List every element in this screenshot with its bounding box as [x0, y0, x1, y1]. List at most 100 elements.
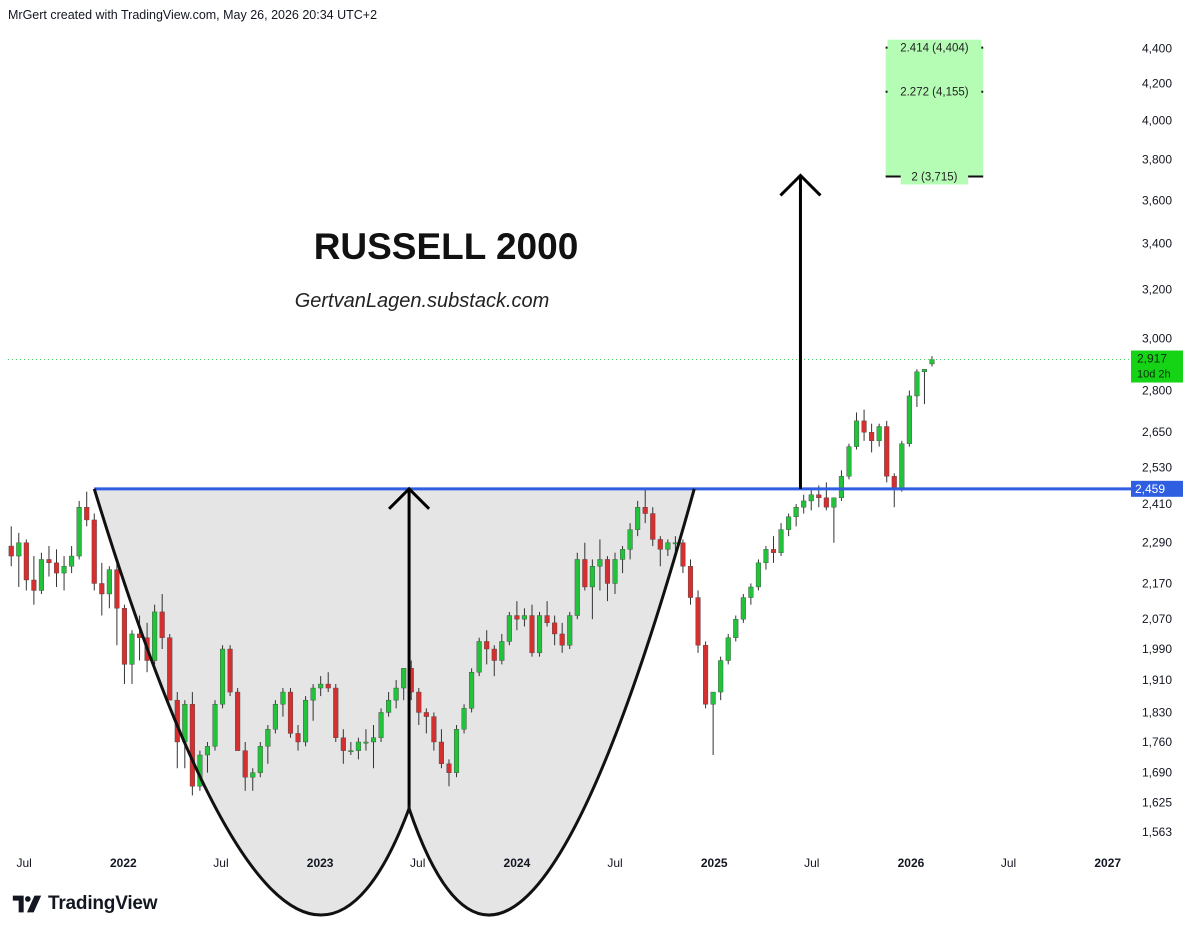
candle-body-up — [76, 507, 82, 557]
candle — [740, 594, 746, 623]
candle-body-down — [91, 519, 97, 584]
candle — [733, 615, 739, 642]
candle — [370, 724, 377, 769]
candle — [423, 708, 429, 734]
fib-level-label-bg — [900, 168, 969, 185]
x-tick-label: 2022 — [110, 856, 137, 870]
candle-body-down — [650, 513, 656, 540]
candle-body-down — [680, 542, 686, 567]
candle-body-up — [665, 542, 671, 550]
y-tick-label: 1,690 — [1142, 766, 1172, 780]
candle-body-up — [401, 668, 407, 689]
candle-body-down — [582, 559, 588, 588]
candle-body-down — [514, 615, 520, 620]
candle-body-up — [272, 704, 278, 730]
x-tick-label: 2027 — [1094, 856, 1121, 870]
y-tick-label: 3,000 — [1142, 331, 1172, 345]
candle — [537, 611, 543, 657]
candle-body-down — [121, 608, 127, 665]
candle-body-down — [604, 559, 611, 584]
candle-body-up — [808, 494, 814, 502]
candle — [257, 741, 263, 778]
candle — [348, 741, 354, 756]
candle — [46, 546, 52, 577]
target-zone — [885, 47, 984, 177]
candle-body-down — [891, 476, 897, 489]
candle-body-down — [438, 741, 444, 765]
candle — [831, 497, 837, 543]
candle-body-up — [589, 566, 595, 588]
candle-body-down — [491, 648, 497, 661]
y-tick-label: 1,625 — [1142, 795, 1172, 809]
candle — [604, 556, 611, 602]
candle-body-up — [499, 641, 505, 661]
candle-body-up — [476, 641, 482, 673]
candle — [627, 523, 633, 560]
candle-body-up — [16, 542, 22, 557]
candle-body-up — [929, 359, 935, 365]
candle-body-down — [823, 497, 829, 508]
candle — [884, 420, 890, 483]
candle-body-up — [574, 559, 580, 616]
candle-body-up — [310, 687, 316, 701]
candle-body-down — [869, 431, 875, 442]
candle-body-up — [355, 741, 361, 751]
candle-body-up — [506, 615, 512, 642]
y-tick-label: 2,410 — [1142, 497, 1172, 511]
candle-body-down — [687, 566, 694, 598]
candle-body-down — [189, 704, 195, 787]
candle-body-up — [537, 615, 543, 654]
bar-countdown-label: 10d 2h — [1137, 369, 1171, 381]
candle-body-up — [755, 562, 761, 588]
y-tick-label: 1,830 — [1142, 705, 1172, 719]
candle — [846, 443, 852, 480]
candle — [129, 630, 135, 685]
candle — [620, 546, 626, 574]
candle — [778, 523, 784, 557]
candle — [461, 704, 467, 734]
candle-body-up — [129, 633, 135, 665]
candle — [76, 500, 82, 560]
candle-body-up — [801, 500, 807, 508]
chart-title: RUSSELL 2000 — [314, 226, 579, 267]
candle-body-up — [921, 368, 927, 373]
candle-body-down — [431, 716, 437, 743]
candle — [61, 556, 67, 591]
candle — [899, 440, 905, 492]
chart-attribution: MrGert created with TradingView.com, May… — [8, 8, 378, 22]
candle — [272, 700, 278, 734]
candle — [680, 539, 686, 574]
candle-body-down — [884, 426, 890, 477]
candle-body-down — [287, 691, 294, 734]
candle-body-up — [627, 529, 633, 550]
candle-body-down — [235, 691, 241, 751]
tradingview-footer[interactable]: TradingView — [12, 893, 158, 915]
candle-body-up — [786, 516, 792, 530]
candle-body-down — [695, 597, 701, 646]
candle — [340, 729, 346, 764]
candle-body-up — [778, 529, 784, 553]
candle-body-up — [348, 750, 354, 753]
candle-body-down — [423, 712, 429, 717]
candle-body-up — [521, 615, 527, 620]
y-tick-label: 1,910 — [1142, 673, 1172, 687]
candle-body-up — [469, 671, 475, 709]
candle — [16, 532, 22, 587]
y-tick-label: 4,000 — [1142, 114, 1172, 128]
candle — [363, 729, 369, 751]
cup-area — [94, 488, 695, 916]
candle-body-down — [552, 622, 558, 635]
candle-body-up — [69, 555, 75, 567]
candle — [446, 759, 452, 787]
candle — [642, 488, 648, 524]
candle — [378, 708, 384, 742]
candle-body-up — [831, 497, 837, 508]
candle — [386, 692, 392, 717]
candle — [38, 552, 44, 595]
candle-body-up — [370, 737, 377, 743]
candle-body-up — [793, 507, 799, 517]
candle-body-down — [559, 633, 565, 646]
candle — [906, 390, 912, 447]
candle-body-down — [227, 648, 233, 693]
